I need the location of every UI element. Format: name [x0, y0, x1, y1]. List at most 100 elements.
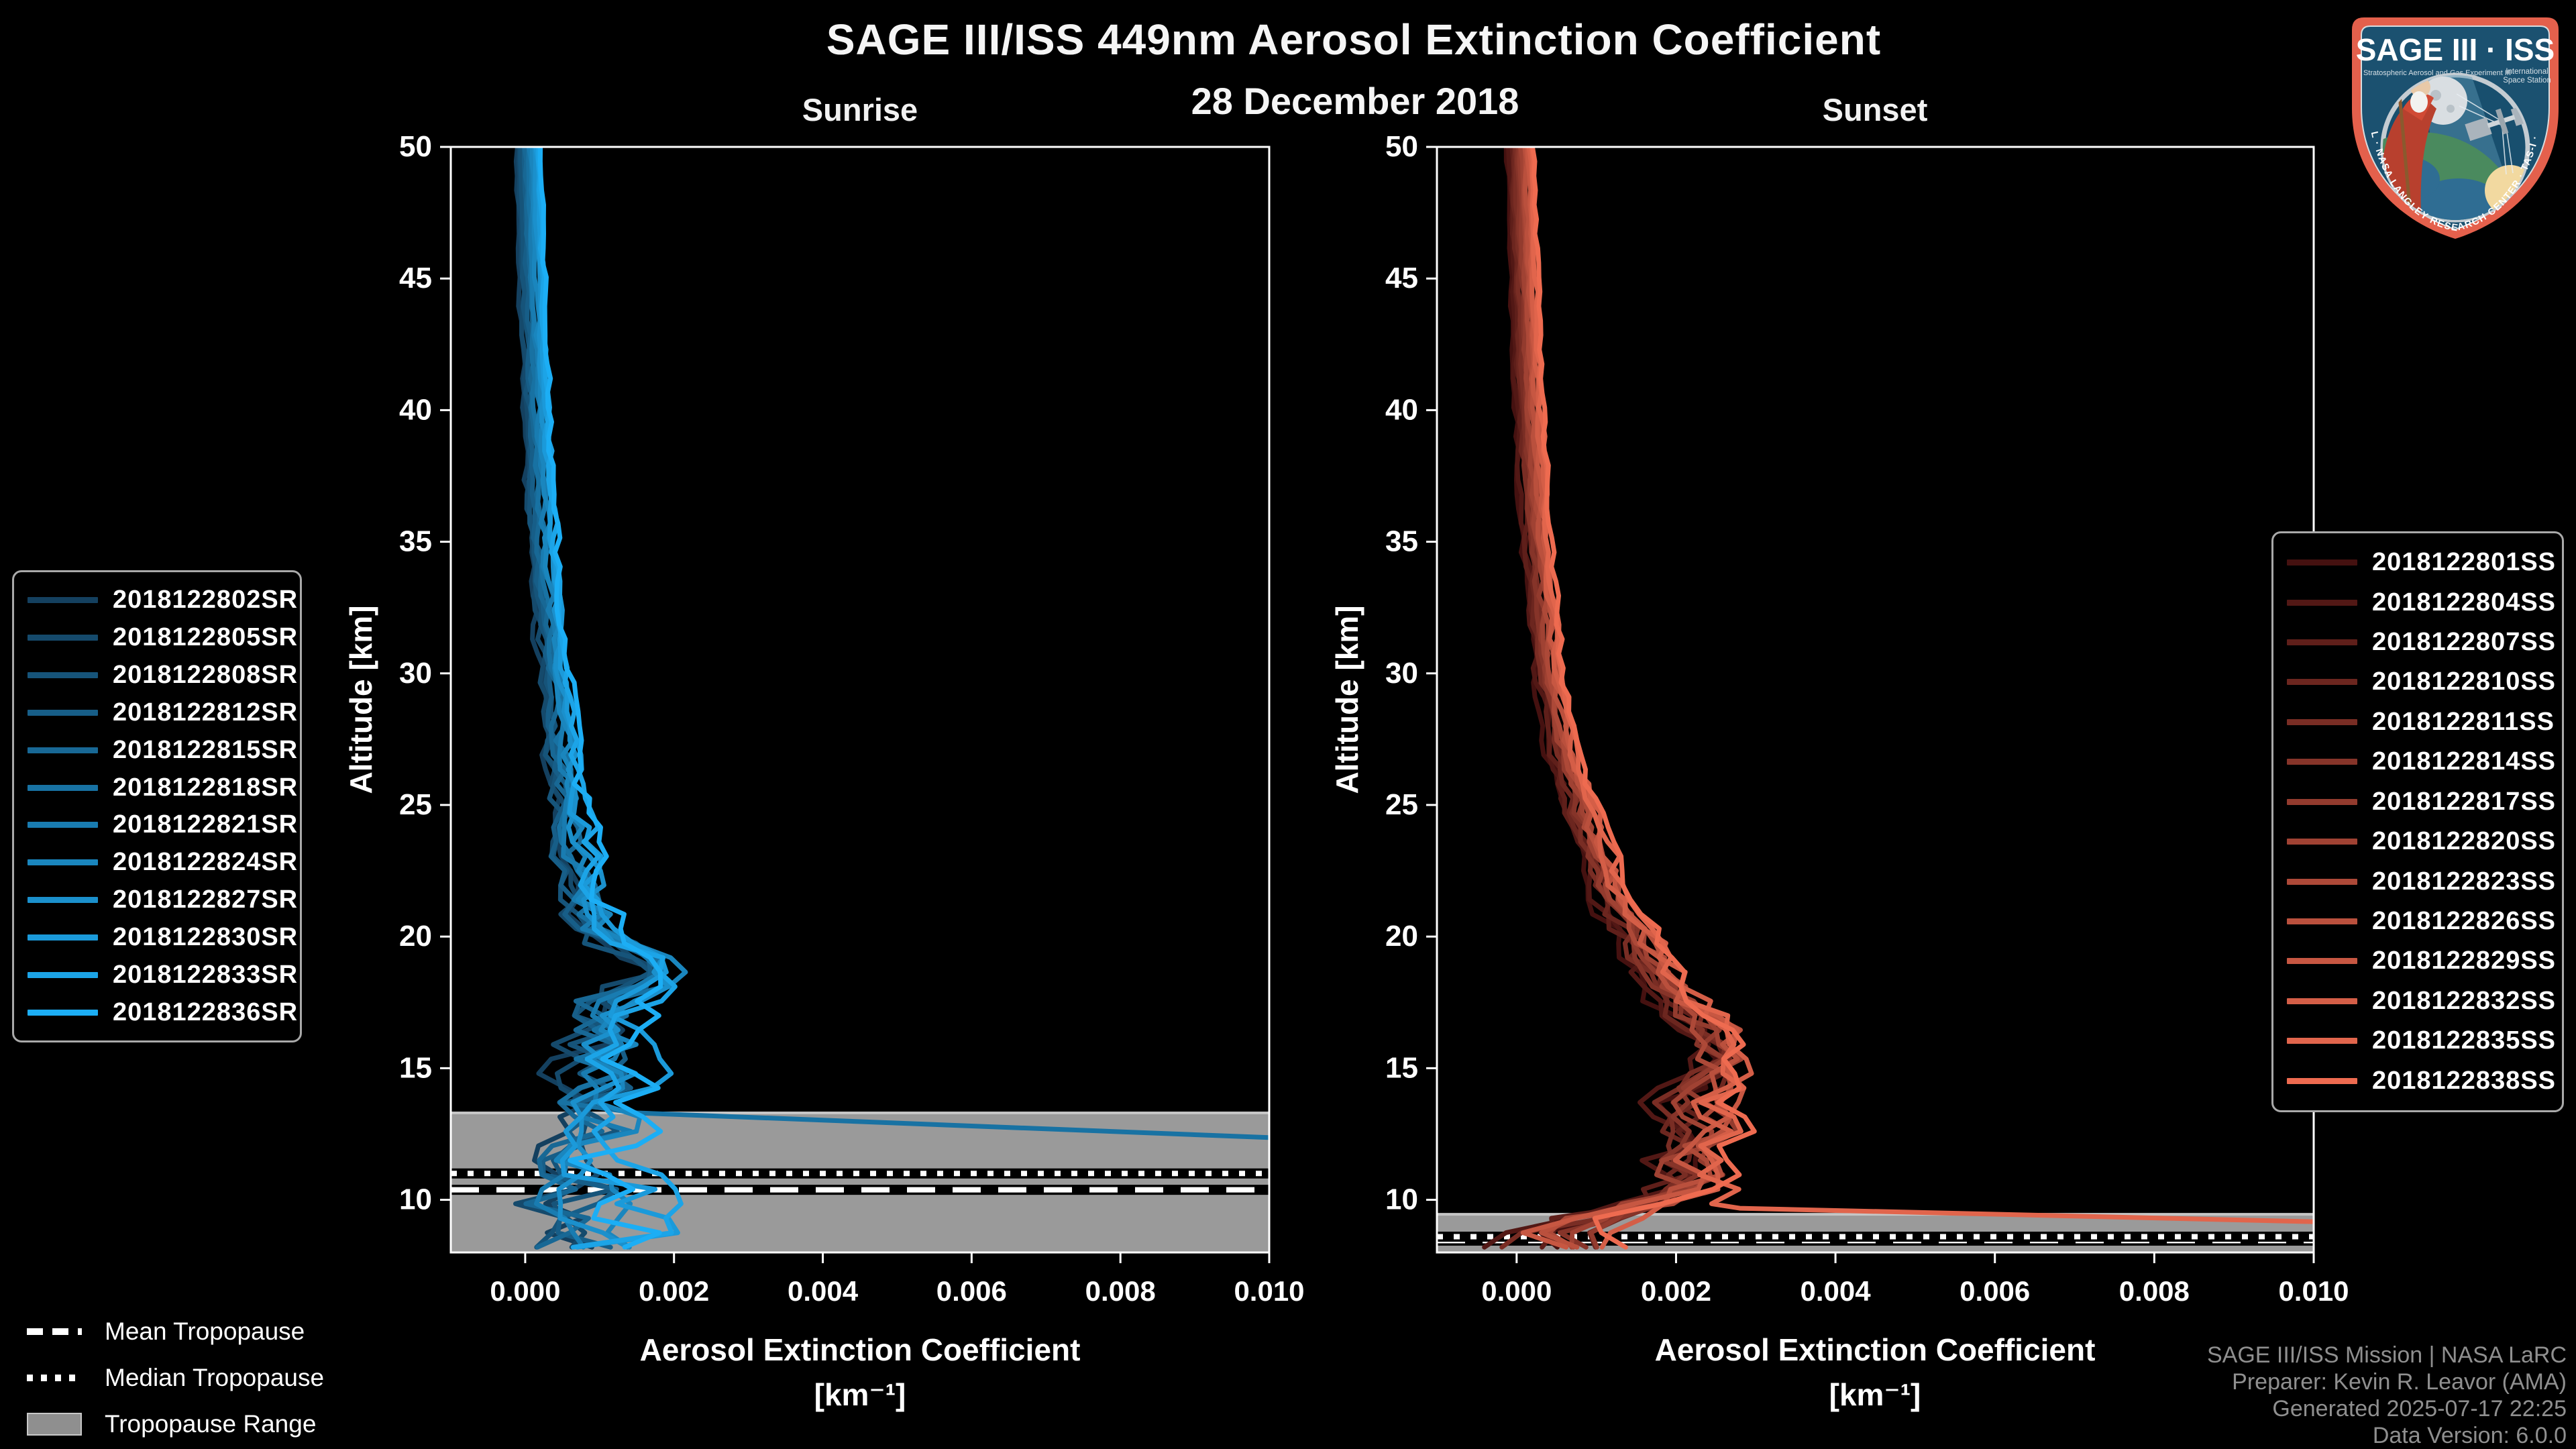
- x-tick-label: 0.010: [2278, 1275, 2349, 1307]
- legend-item-2018122802SR: 2018122802SR: [28, 586, 297, 614]
- x-tick-label: 0.004: [1801, 1275, 1872, 1307]
- legend-item-2018122817SS: 2018122817SS: [2287, 788, 2555, 816]
- legend-item-2018122814SS: 2018122814SS: [2287, 747, 2555, 776]
- legend-line-swatch-icon: [28, 672, 98, 679]
- moon-crater: [2447, 105, 2455, 113]
- profile-2018122824SR: [529, 147, 688, 1250]
- footer-credits: SAGE III/ISS Mission | NASA LaRC Prepare…: [2207, 1342, 2567, 1449]
- legend-item-2018122804SS: 2018122804SS: [2287, 588, 2555, 617]
- legend-label: 2018122829SS: [2372, 947, 2557, 975]
- legend-item-2018122810SS: 2018122810SS: [2287, 667, 2555, 696]
- profile-2018122832SS: [1526, 147, 1754, 1250]
- profile-2018122812SR: [521, 147, 653, 1250]
- y-tick-label: 35: [1385, 525, 1418, 558]
- x-tick-label: 0.010: [1234, 1275, 1304, 1307]
- sunset-profiles: [1482, 147, 2314, 1250]
- legend-label: 2018122827SR: [113, 885, 299, 914]
- legend-line-swatch-icon: [2287, 718, 2357, 725]
- y-tick-label: 10: [1385, 1183, 1418, 1216]
- patch-title: SAGE III · ISS: [2356, 32, 2555, 67]
- legend-item-2018122835SS: 2018122835SS: [2287, 1026, 2555, 1055]
- patch-subtitle-left: Stratospheric Aerosol and Gas Experiment…: [2363, 69, 2511, 77]
- legend-item-2018122818SR: 2018122818SR: [28, 773, 297, 802]
- profile-2018122818SR: [526, 147, 1269, 1140]
- legend-line-swatch-icon: [2287, 839, 2357, 845]
- legend-line-swatch-icon: [28, 897, 98, 904]
- legend-item-2018122820SS: 2018122820SS: [2287, 827, 2555, 856]
- legend-item-2018122833SR: 2018122833SR: [28, 961, 297, 989]
- legend-item-2018122830SR: 2018122830SR: [28, 923, 297, 952]
- legend-line-swatch-icon: [28, 859, 98, 866]
- legend-line-swatch-icon: [2287, 1077, 2357, 1084]
- sunset-axes: 10 15 20 25 30 35 40 45 50 0.000 0.002 0.004 0.006 0.…: [1385, 130, 2349, 1307]
- legend-line-swatch-icon: [28, 784, 98, 791]
- y-tick-label: 30: [1385, 657, 1418, 690]
- legend-label: 2018122820SS: [2372, 827, 2557, 856]
- sunrise-plot-area: [451, 147, 1269, 1252]
- legend-label: 2018122832SS: [2372, 986, 2557, 1015]
- sunset-xlabel-units: [km⁻¹]: [1829, 1377, 1921, 1412]
- y-tick-label: 50: [399, 130, 432, 163]
- y-tick-label: 30: [399, 657, 432, 690]
- x-tick-label: 0.002: [639, 1275, 709, 1307]
- y-tick-label: 45: [399, 262, 432, 294]
- y-tick-label: 40: [399, 393, 432, 426]
- legend-line-swatch-icon: [2287, 1038, 2357, 1044]
- legend-label: 2018122835SS: [2372, 1026, 2557, 1055]
- tropopause-range-legend-item: Tropopause Range: [27, 1401, 324, 1447]
- tropopause-range-label: Tropopause Range: [105, 1409, 317, 1438]
- legend-line-swatch-icon: [28, 709, 98, 716]
- legend-line-swatch-icon: [2287, 599, 2357, 606]
- x-tick-label: 0.008: [2119, 1275, 2190, 1307]
- patch-scene: [2383, 75, 2528, 220]
- legend-item-2018122827SR: 2018122827SR: [28, 885, 297, 914]
- profile-2018122836SR: [537, 147, 663, 1250]
- median-tropopause-swatch-icon: [27, 1374, 82, 1381]
- tropopause-legend: Mean Tropopause Median Tropopause Tropop…: [27, 1308, 324, 1447]
- patch-subtitle-international: International: [2506, 68, 2548, 76]
- legend-line-swatch-icon: [28, 971, 98, 978]
- legend-item-2018122824SR: 2018122824SR: [28, 848, 297, 877]
- profile-2018122835SS: [1529, 147, 2314, 1224]
- legend-label: 2018122802SR: [113, 586, 299, 614]
- y-tick-label: 15: [399, 1051, 432, 1084]
- legend-label: 2018122821SR: [113, 810, 299, 839]
- sunset-xlabel: Aerosol Extinction Coefficient: [1654, 1332, 2096, 1367]
- legend-label: 2018122804SS: [2372, 588, 2557, 616]
- x-tick-label: 0.004: [788, 1275, 859, 1307]
- sunrise-ylabel: Altitude [km]: [343, 605, 378, 794]
- axes-frame: [449, 146, 1271, 1254]
- footer-preparer: Preparer: Kevin R. Leavor (AMA): [2232, 1369, 2567, 1395]
- y-tick-label: 15: [1385, 1051, 1418, 1084]
- legend-line-swatch-icon: [2287, 559, 2357, 566]
- y-tick-label: 25: [399, 788, 432, 821]
- sunset-panel-title: Sunset: [1822, 92, 1928, 127]
- y-tick-label: 45: [1385, 262, 1418, 294]
- legend-label: 2018122815SR: [113, 735, 299, 764]
- legend-item-2018122823SS: 2018122823SS: [2287, 867, 2555, 896]
- legend-item-2018122807SS: 2018122807SS: [2287, 628, 2555, 657]
- sunset-legend: 2018122801SS 2018122804SS 2018122807SS 2018…: [2271, 531, 2564, 1112]
- median-tropopause-legend-item: Median Tropopause: [27, 1354, 324, 1401]
- legend-label: 2018122801SS: [2372, 548, 2557, 577]
- x-tick-label: 0.000: [1481, 1275, 1552, 1307]
- mean-tropopause-label: Mean Tropopause: [105, 1317, 305, 1345]
- earth-ocean: [2412, 178, 2506, 220]
- patch-subtitle-space-station: Space Station: [2503, 76, 2551, 85]
- legend-label: 2018122807SS: [2372, 628, 2557, 657]
- legend-label: 2018122818SR: [113, 773, 299, 802]
- median-tropopause-label: Median Tropopause: [105, 1363, 325, 1391]
- y-tick-label: 40: [1385, 393, 1418, 426]
- legend-item-2018122836SR: 2018122836SR: [28, 998, 297, 1027]
- legend-line-swatch-icon: [28, 822, 98, 828]
- legend-label: 2018122830SR: [113, 922, 299, 951]
- sunrise-axes: 10 15 20 25 30 35 40 45 50 0.000 0.002 0.004 0.006 0.…: [399, 130, 1305, 1307]
- legend-line-swatch-icon: [28, 597, 98, 604]
- legend-line-swatch-icon: [2287, 958, 2357, 965]
- mean-tropopause-swatch-icon: [27, 1328, 82, 1335]
- sunrise-panel-title: Sunrise: [802, 92, 918, 127]
- legend-label: 2018122838SS: [2372, 1066, 2557, 1095]
- tropopause-range-swatch-icon: [27, 1412, 82, 1436]
- legend-line-swatch-icon: [28, 635, 98, 641]
